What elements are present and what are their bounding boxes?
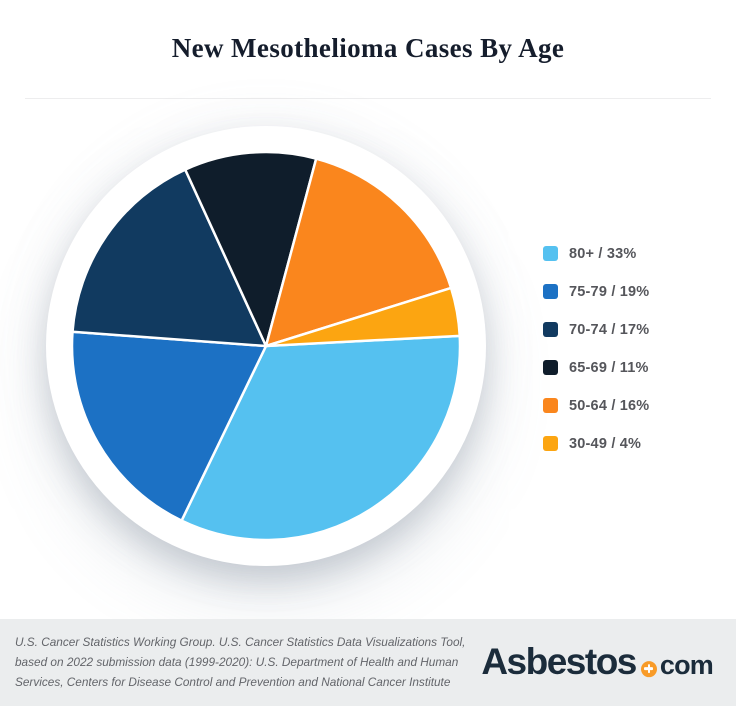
legend-label: 70-74 / 17% bbox=[569, 321, 650, 338]
pie-chart-plate bbox=[46, 126, 486, 566]
pie-slice-30-49 bbox=[264, 286, 461, 348]
legend: 80+ / 33% 75-79 / 19% 70-74 / 17% 65-69 / 1… bbox=[543, 246, 649, 474]
logo-wordmark: Asbestos bbox=[481, 640, 637, 682]
chart-title: New Mesothelioma Cases By Age bbox=[171, 33, 565, 63]
legend-swatch bbox=[543, 246, 558, 261]
plus-icon bbox=[640, 660, 657, 677]
divider bbox=[25, 98, 711, 99]
legend-label: 65-69 / 11% bbox=[569, 359, 649, 376]
legend-item: 50-64 / 16% bbox=[543, 397, 650, 414]
legend-swatch bbox=[543, 436, 558, 451]
pie-slice-65-69 bbox=[183, 150, 318, 348]
legend-swatch bbox=[543, 360, 558, 375]
source-attribution: U.S. Cancer Statistics Working Group. U.… bbox=[15, 632, 465, 692]
legend-item: 80+ / 33% bbox=[543, 245, 649, 262]
legend-swatch bbox=[543, 398, 558, 413]
source-line: Services, Centers for Disease Control an… bbox=[15, 675, 451, 689]
pie-slice-70-74 bbox=[71, 168, 268, 348]
legend-swatch bbox=[543, 284, 558, 299]
legend-item: 30-49 / 4% bbox=[543, 435, 649, 452]
pie-chart bbox=[70, 150, 462, 542]
pie-slice-50-64 bbox=[264, 157, 453, 348]
legend-swatch bbox=[543, 322, 558, 337]
legend-label: 80+ / 33% bbox=[569, 245, 637, 262]
logo-tld: com bbox=[659, 649, 714, 680]
legend-item: 65-69 / 11% bbox=[543, 359, 649, 376]
legend-label: 50-64 / 16% bbox=[569, 397, 650, 414]
footer: U.S. Cancer Statistics Working Group. U.… bbox=[0, 619, 736, 706]
legend-item: 70-74 / 17% bbox=[543, 321, 650, 338]
pie-slice-75-79 bbox=[70, 330, 268, 522]
pie-slice-80plus bbox=[180, 334, 462, 542]
source-line: based on 2022 submission data (1999-2020… bbox=[15, 655, 459, 669]
legend-label: 75-79 / 19% bbox=[569, 283, 650, 300]
legend-item: 75-79 / 19% bbox=[543, 283, 650, 300]
source-line: U.S. Cancer Statistics Working Group. U.… bbox=[15, 635, 466, 649]
legend-label: 30-49 / 4% bbox=[569, 435, 642, 452]
asbestos-logo[interactable]: Asbestos com bbox=[481, 641, 713, 683]
